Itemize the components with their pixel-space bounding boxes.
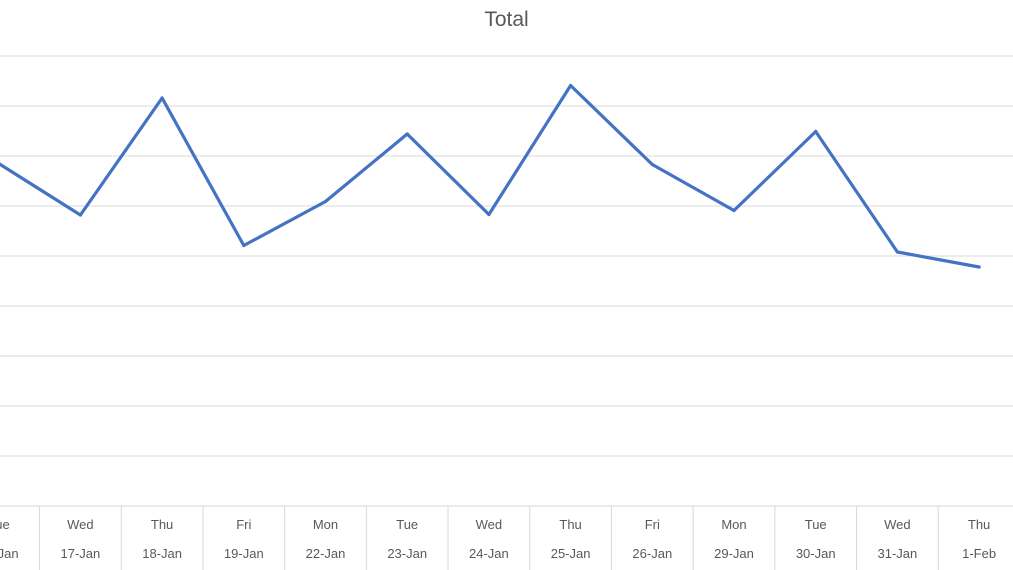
x-tick-date-label: 29-Jan (714, 546, 754, 561)
x-tick-date-label: 25-Jan (551, 546, 591, 561)
x-tick-day-label: Thu (559, 517, 581, 532)
series-line (0, 83, 981, 269)
x-tick-date-label: 22-Jan (306, 546, 346, 561)
x-tick-date-label: 31-Jan (878, 546, 918, 561)
data-point (732, 208, 736, 213)
x-tick-day-label: Fri (645, 517, 660, 532)
data-point (405, 132, 409, 136)
x-tick-day-label: Thu (151, 517, 173, 532)
x-tick-day-label: Thu (968, 517, 990, 532)
x-tick-day-label: Fri (236, 517, 251, 532)
x-tick-day-label: Mon (721, 517, 746, 532)
x-tick-day-label: Tue (0, 517, 10, 532)
x-tick-date-label: 16-Jan (0, 546, 19, 561)
x-tick-day-label: Tue (805, 517, 827, 532)
x-tick-day-label: Wed (476, 517, 503, 532)
data-point (895, 250, 900, 254)
x-tick-date-label: 17-Jan (61, 546, 101, 561)
x-tick-day-label: Wed (67, 517, 94, 532)
x-tick-day-label: Wed (884, 517, 911, 532)
data-point (487, 212, 491, 217)
data-point (323, 199, 328, 204)
x-tick-date-label: 19-Jan (224, 546, 264, 561)
data-point (814, 129, 818, 134)
data-point (569, 83, 573, 88)
x-tick-date-label: 30-Jan (796, 546, 836, 561)
data-point (977, 265, 981, 269)
data-point (242, 243, 246, 248)
x-tick-day-label: Tue (396, 517, 418, 532)
x-tick-date-label: 23-Jan (387, 546, 427, 561)
data-point (78, 213, 82, 217)
x-tick-date-label: 24-Jan (469, 546, 509, 561)
x-tick-date-label: 18-Jan (142, 546, 182, 561)
chart-title: Total (484, 8, 529, 31)
data-point (650, 162, 654, 167)
x-tick-day-label: Mon (313, 517, 338, 532)
x-tick-date-label: 26-Jan (632, 546, 672, 561)
x-tick-date-label: 1-Feb (962, 546, 996, 561)
data-point (160, 96, 164, 100)
